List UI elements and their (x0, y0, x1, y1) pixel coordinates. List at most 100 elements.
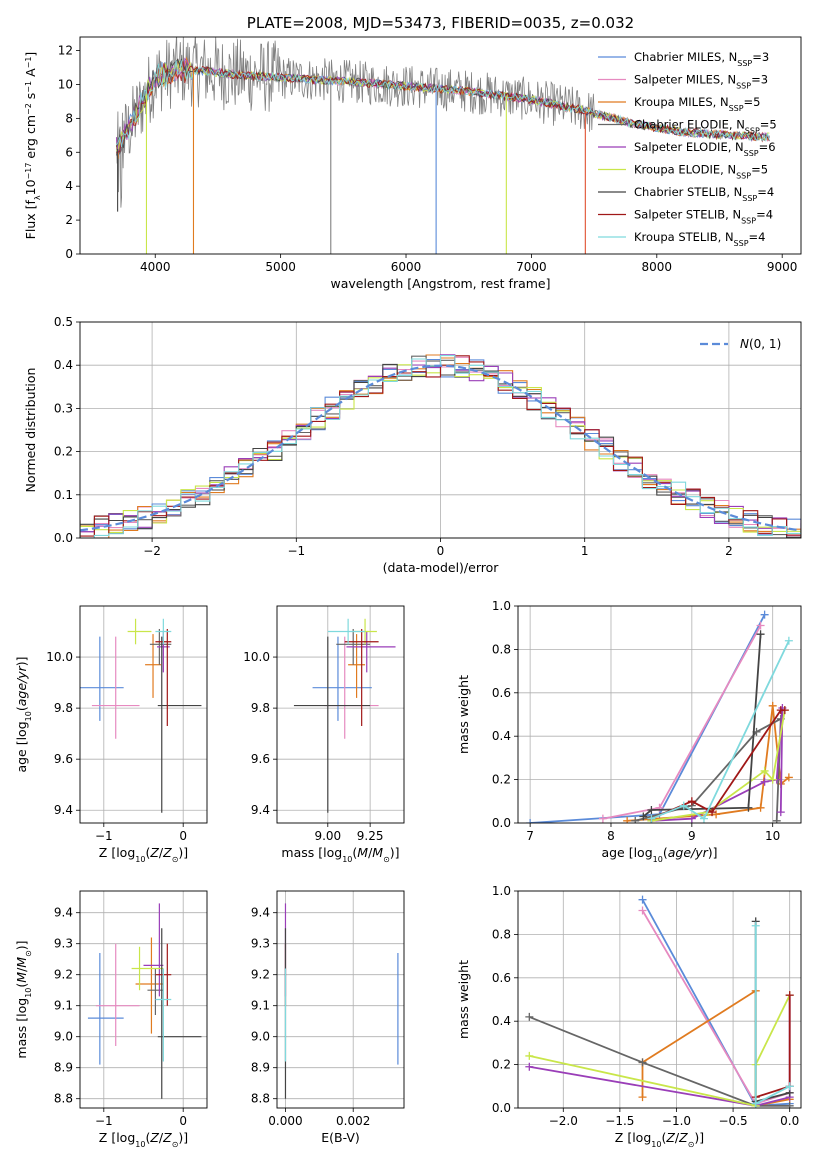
weight-marker (712, 810, 721, 819)
weight-marker (756, 621, 765, 630)
y-tick-label: 0.4 (54, 358, 73, 372)
z-weight-frame (517, 890, 802, 1109)
y-tick-label: 6 (65, 145, 73, 159)
x-tick-label: −2.0 (549, 1114, 578, 1128)
weight-marker (687, 814, 696, 823)
y-tick-label: 0.8 (492, 642, 511, 656)
x-axis-label: Z [log10(Z/Z⊙)] (99, 845, 188, 864)
ebv-mass-panel: 0.000 0.002 8.8 8.9 9.0 9.1 9.2 9.3 9.4 E(B-V) (251, 890, 405, 1145)
y-tick-label: 9.1 (54, 999, 73, 1013)
x-axis-label: (data-model)/error (383, 560, 500, 575)
z-mass-plot-area (87, 903, 202, 1099)
age-weight-frame (517, 605, 802, 824)
mass-age-plot-area (293, 618, 396, 813)
weight-marker (744, 803, 753, 812)
weight-marker (751, 1099, 760, 1108)
z-weight-panel: −2.0 −1.5 −1.0 −0.5 0.0 0.0 0.2 0.4 0.6 0.8 1.0 Z [… (456, 884, 802, 1149)
x-tick-label: −1.0 (662, 1114, 691, 1128)
legend-label: Kroupa STELIB, NSSP=4 (634, 230, 765, 248)
y-tick-label: 9.4 (54, 803, 73, 817)
y-tick-label: 9.4 (251, 803, 270, 817)
x-tick-label: 9 (688, 829, 696, 843)
weight-marker (525, 1062, 534, 1071)
age-weight-plot-area (526, 610, 793, 823)
y-tick-label: 0.4 (492, 729, 511, 743)
weight-marker (639, 812, 648, 821)
y-axis-label: Flux [fλ10−17 erg cm−2 s−1 A−1] (23, 52, 42, 240)
weight-marker (525, 1012, 534, 1021)
y-tick-label: 0.0 (492, 816, 511, 830)
x-tick-label: 2 (725, 544, 733, 558)
weight-marker (687, 797, 696, 806)
x-axis-label: age [log10(age/yr)] (601, 845, 717, 864)
weight-marker (526, 819, 535, 823)
x-tick-label: 8000 (642, 260, 673, 274)
y-tick-label: 0.6 (492, 686, 511, 700)
y-tick-label: 0.1 (54, 488, 73, 502)
spectrum-model-line (116, 61, 770, 154)
spectrum-frame (79, 36, 802, 255)
y-tick-label: 10.0 (46, 650, 73, 664)
y-tick-label: 9.2 (251, 968, 270, 982)
y-axis-label: mass [log10(M/M⊙)] (14, 940, 33, 1058)
x-axis-label: Z [log10(Z/Z⊙)] (615, 1130, 704, 1149)
x-tick-label: 7000 (516, 260, 547, 274)
weight-marker (784, 636, 793, 645)
y-tick-label: 10.0 (243, 650, 270, 664)
y-axis-label: mass weight (456, 960, 471, 1039)
y-tick-label: 8 (65, 111, 73, 125)
x-tick-label: −1.5 (605, 1114, 634, 1128)
x-tick-label: −1 (287, 544, 305, 558)
y-tick-label: 8.8 (54, 1092, 73, 1106)
weight-marker (647, 814, 656, 823)
x-tick-label: 7 (526, 829, 534, 843)
z-age-frame (79, 605, 208, 824)
z-age-panel: −1 0 9.4 9.6 9.8 10.0 Z [log10(Z/Z⊙)] age [log1… (14, 605, 208, 864)
y-tick-label: 9.6 (251, 752, 270, 766)
x-tick-label: 1 (581, 544, 589, 558)
weight-line (530, 614, 766, 823)
weight-marker (776, 808, 785, 817)
y-tick-label: 0.2 (492, 1058, 511, 1072)
y-tick-label: 8.9 (251, 1061, 270, 1075)
weight-line (529, 995, 791, 1107)
weight-marker (623, 816, 632, 823)
ebv-mass-frame (276, 890, 405, 1109)
x-tick-label: 0.000 (268, 1114, 302, 1128)
y-tick-label: 1.0 (492, 599, 511, 613)
gaussian-curve (80, 364, 801, 532)
weight-line (528, 1016, 790, 1107)
residuals-panel: −2 −1 0 1 2 0.0 0.1 0.2 0.3 0.4 0.5 N(0, 1) (data-mo… (23, 315, 802, 575)
y-axis-label: Normed distribution (23, 368, 38, 493)
weight-marker (647, 805, 656, 814)
weight-marker (772, 816, 781, 823)
y-tick-label: 10 (58, 77, 73, 91)
legend-label: Kroupa ELODIE, NSSP=5 (634, 163, 768, 181)
y-tick-label: 9.0 (251, 1030, 270, 1044)
spectrum-plot-area (115, 37, 770, 254)
x-tick-label: −1 (95, 829, 113, 843)
y-tick-label: 9.8 (54, 701, 73, 715)
weight-marker (679, 801, 688, 810)
weight-line (602, 625, 762, 820)
y-tick-label: 9.4 (251, 906, 270, 920)
weight-marker (598, 814, 607, 823)
weight-line (754, 925, 791, 1106)
y-tick-label: 9.0 (54, 1030, 73, 1044)
age-weight-panel: 7 8 9 10 0.0 0.2 0.4 0.6 0.8 1.0 age [log10(age/yr… (456, 599, 802, 864)
weight-line (641, 989, 790, 1107)
legend-label: N(0, 1) (740, 337, 781, 351)
weight-marker (780, 706, 789, 715)
y-tick-label: 9.8 (251, 701, 270, 715)
x-tick-label: 9.00 (314, 829, 341, 843)
legend-label: Chabrier MILES, NSSP=3 (634, 50, 769, 68)
y-tick-label: 0.3 (54, 401, 73, 415)
weight-line (642, 634, 762, 818)
residuals-plot-area (80, 354, 801, 538)
legend-label: Salpeter STELIB, NSSP=4 (634, 208, 773, 226)
weight-marker (525, 1051, 534, 1060)
weight-marker (708, 808, 717, 817)
y-tick-label: 2 (65, 213, 73, 227)
x-tick-label: 0.0 (780, 1114, 799, 1128)
